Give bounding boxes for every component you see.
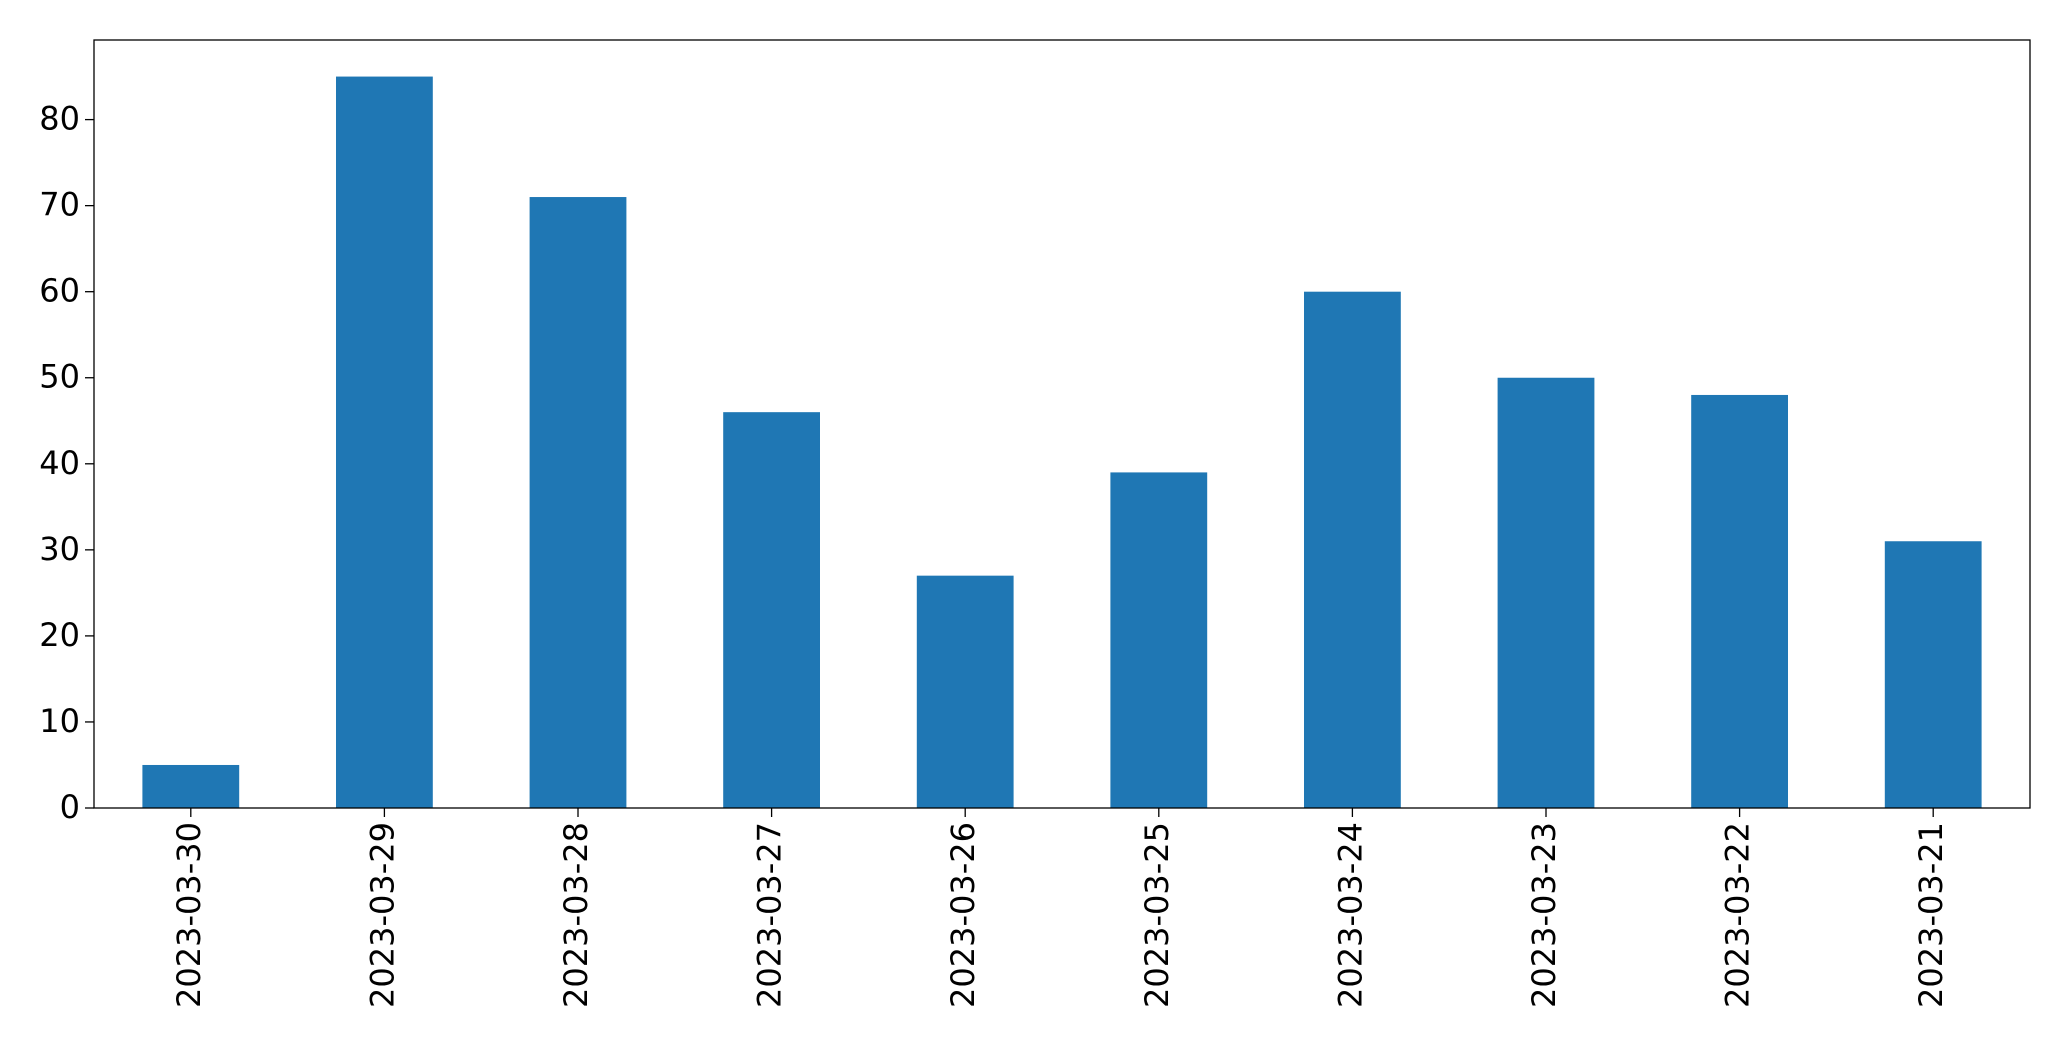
bar <box>1304 291 1401 808</box>
y-tick-label: 20 <box>39 616 80 654</box>
x-tick-label: 2023-03-29 <box>363 822 401 1008</box>
bar <box>723 412 820 808</box>
x-tick-label: 2023-03-21 <box>1912 822 1950 1008</box>
y-tick-label: 50 <box>39 358 80 396</box>
bar <box>1691 394 1788 808</box>
y-tick-label: 60 <box>39 272 80 310</box>
y-tick-label: 70 <box>39 186 80 224</box>
bar <box>1884 541 1982 808</box>
x-tick-label: 2023-03-25 <box>1138 822 1176 1008</box>
x-tick-label: 2023-03-22 <box>1719 822 1757 1008</box>
bar <box>1110 472 1208 808</box>
x-tick-label: 2023-03-23 <box>1525 822 1563 1008</box>
x-tick-label: 2023-03-28 <box>557 822 595 1008</box>
x-tick-label: 2023-03-26 <box>944 822 982 1008</box>
y-tick-label: 80 <box>39 100 80 138</box>
y-tick-label: 30 <box>39 530 80 568</box>
y-tick-label: 10 <box>39 702 80 740</box>
y-tick-label: 0 <box>60 788 80 826</box>
bar <box>1497 377 1595 808</box>
plot-frame <box>93 39 2031 809</box>
bar <box>529 197 627 809</box>
x-tick-label: 2023-03-24 <box>1331 822 1369 1008</box>
bar <box>142 764 240 808</box>
y-tick-label: 40 <box>39 444 80 482</box>
x-tick-label: 2023-03-30 <box>170 822 208 1008</box>
bar <box>916 575 1014 808</box>
x-tick-label: 2023-03-27 <box>751 822 789 1008</box>
bar <box>336 76 433 809</box>
